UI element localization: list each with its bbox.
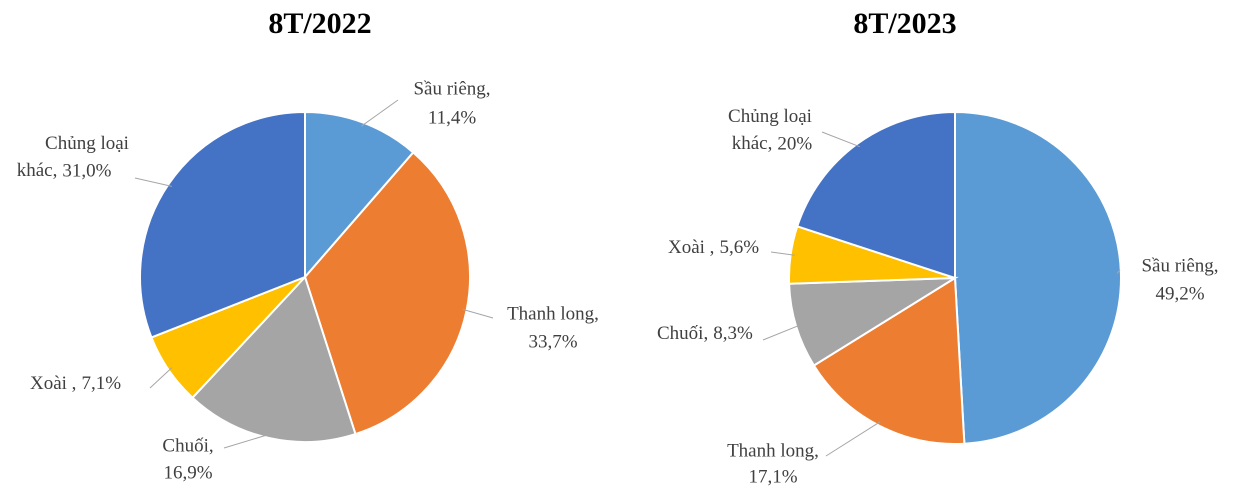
- data-label: 20%: [777, 133, 812, 154]
- pie-slice: [812, 276, 966, 445]
- chart-title: 8T/2023: [853, 7, 956, 40]
- leader-line: [825, 421, 881, 457]
- data-label-name: Xoài ,: [668, 237, 714, 258]
- leader-line: [1116, 269, 1121, 274]
- data-label-name: Xoài ,: [30, 373, 76, 394]
- pie-slice: [304, 110, 415, 280]
- data-label-name: Chủng loại khác,: [12, 133, 129, 181]
- leader-line: [223, 433, 271, 449]
- data-label-name: Thanh long,: [727, 440, 819, 461]
- leader-line: [149, 367, 173, 389]
- pie-slice: [795, 110, 956, 280]
- label-line: Chủng loại: [45, 133, 129, 154]
- data-label-group: Xoài , 5,6%: [668, 237, 759, 258]
- leader-line: [134, 177, 173, 187]
- leader-line: [821, 131, 861, 148]
- data-label: 16,9%: [163, 462, 212, 483]
- data-label: 7,1%: [81, 373, 121, 394]
- pie-slice: [954, 110, 1122, 445]
- data-label-name: Chủng loại khác,: [727, 106, 812, 154]
- data-label: 17,1%: [748, 466, 797, 487]
- data-label-name: Sầu riêng,: [413, 78, 490, 99]
- data-label-name: Chuối,: [162, 435, 213, 456]
- data-label: 49,2%: [1155, 283, 1204, 304]
- data-label-name: Thanh long,: [507, 303, 599, 324]
- leader-line: [361, 99, 399, 127]
- data-label-group: Chuối, 8,3%: [657, 323, 753, 344]
- pie-slice: [139, 110, 306, 339]
- pie-slice: [191, 275, 357, 443]
- data-label: 5,6%: [719, 237, 759, 258]
- data-label-name: Chuối,: [657, 323, 708, 344]
- data-label: 31,0%: [62, 160, 111, 181]
- chart-title: 8T/2022: [268, 7, 371, 40]
- data-label-name: Sầu riêng,: [1141, 255, 1218, 276]
- label-line: khác,: [12, 160, 57, 181]
- leader-line: [462, 308, 494, 319]
- label-line: Chủng loại: [728, 106, 812, 127]
- data-label: 11,4%: [428, 107, 477, 128]
- leader-line: [762, 324, 801, 341]
- leader-line: [770, 251, 795, 256]
- data-label: 8,3%: [713, 323, 753, 344]
- data-label: 33,7%: [528, 331, 577, 352]
- data-label-group: Xoài , 7,1%: [30, 373, 121, 394]
- label-line: khác,: [727, 133, 772, 154]
